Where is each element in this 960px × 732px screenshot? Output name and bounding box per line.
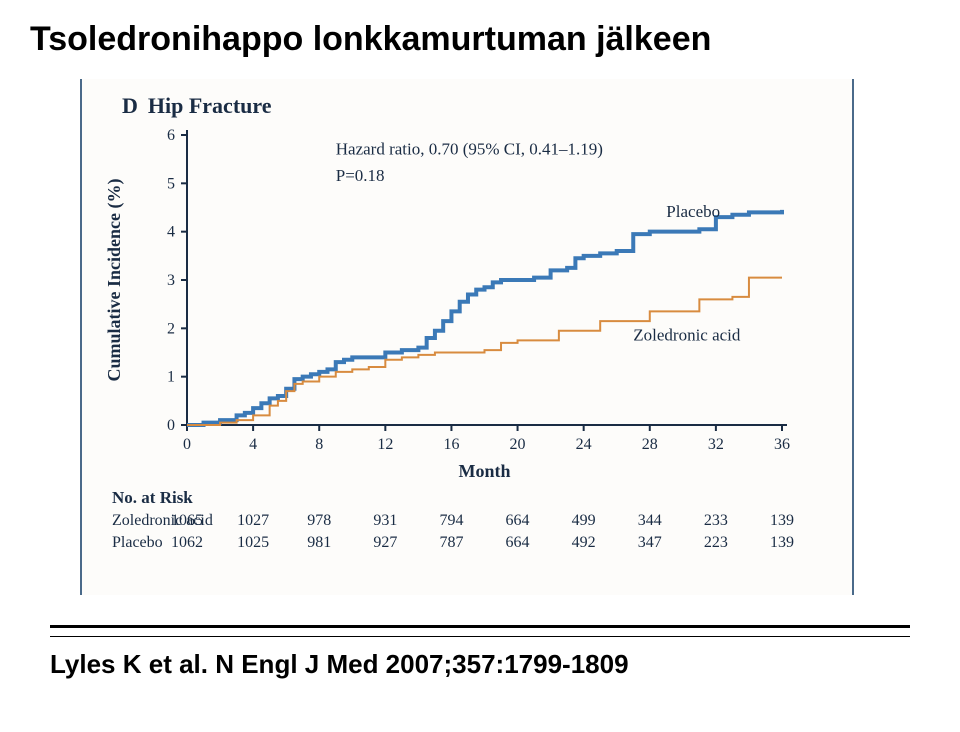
svg-text:16: 16 [443,436,459,453]
svg-text:8: 8 [315,436,323,453]
svg-text:Placebo: Placebo [666,202,720,221]
svg-text:No. at Risk: No. at Risk [112,488,193,507]
svg-text:4: 4 [249,436,257,453]
svg-text:1: 1 [167,369,175,386]
svg-text:P=0.18: P=0.18 [336,166,385,185]
svg-text:Hazard ratio, 0.70 (95% CI, 0.: Hazard ratio, 0.70 (95% CI, 0.41–1.19) [336,139,603,158]
svg-text:0: 0 [167,417,175,434]
svg-text:3: 3 [167,272,175,289]
svg-text:36: 36 [774,436,790,453]
svg-text:12: 12 [377,436,393,453]
svg-text:1062: 1062 [171,534,203,551]
svg-text:978: 978 [307,512,331,529]
svg-text:1027: 1027 [237,512,269,529]
svg-text:20: 20 [510,436,526,453]
chart-svg: 012345604812162024283236MonthCumulative … [92,125,802,585]
svg-text:981: 981 [307,534,331,551]
svg-text:787: 787 [439,534,463,551]
svg-text:931: 931 [373,512,397,529]
citation: Lyles K et al. N Engl J Med 2007;357:179… [50,649,930,680]
svg-text:24: 24 [576,436,592,453]
svg-text:Cumulative Incidence (%): Cumulative Incidence (%) [104,179,125,382]
svg-text:2: 2 [167,320,175,337]
divider-thin [50,636,910,637]
svg-text:223: 223 [704,534,728,551]
svg-text:6: 6 [167,127,175,144]
panel-letter: D [122,93,138,118]
svg-text:139: 139 [770,512,794,529]
chart-panel: DHip Fracture 012345604812162024283236Mo… [80,79,854,595]
svg-text:492: 492 [572,534,596,551]
svg-text:344: 344 [638,512,662,529]
divider-thick [50,625,910,628]
svg-text:0: 0 [183,436,191,453]
svg-text:28: 28 [642,436,658,453]
svg-text:664: 664 [506,512,530,529]
svg-text:927: 927 [373,534,397,551]
svg-text:Zoledronic acid: Zoledronic acid [633,325,741,344]
svg-text:664: 664 [506,534,530,551]
svg-text:139: 139 [770,534,794,551]
svg-text:1025: 1025 [237,534,269,551]
svg-text:1065: 1065 [171,512,203,529]
svg-text:Month: Month [458,461,510,481]
svg-text:233: 233 [704,512,728,529]
svg-text:Placebo: Placebo [112,534,163,551]
svg-text:32: 32 [708,436,724,453]
svg-text:794: 794 [439,512,463,529]
svg-text:5: 5 [167,175,175,192]
svg-text:4: 4 [167,224,175,241]
svg-text:347: 347 [638,534,662,551]
svg-text:499: 499 [572,512,596,529]
page-title: Tsoledronihappo lonkkamurtuman jälkeen [30,20,930,59]
panel-label: D Hip Fracture [122,93,832,119]
panel-name: Hip Fracture [148,93,272,118]
